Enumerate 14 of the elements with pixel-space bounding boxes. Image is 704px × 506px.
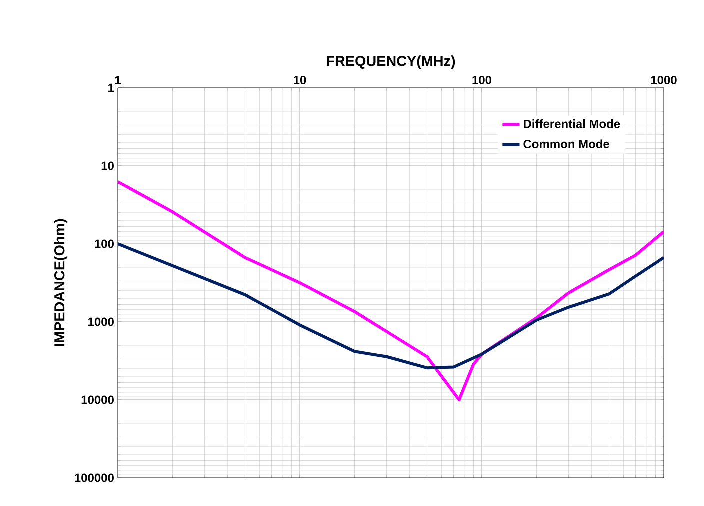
x-tick-label: 1 [115, 76, 121, 84]
x-tick-label: 100 [472, 76, 492, 84]
y-tick-label: 100000 [75, 474, 114, 482]
legend-label: Common Mode [524, 140, 610, 149]
x-tick-label: 10 [294, 76, 306, 84]
y-tick-label: 1 [108, 84, 114, 92]
legend-label: Differential Mode [524, 120, 620, 128]
y-tick-label: 10 [102, 162, 114, 170]
x-tick-label: 1000 [651, 76, 677, 84]
y-tick-label: 100 [95, 240, 114, 248]
x-axis-title: FREQUENCY(MHz) [327, 56, 456, 70]
y-tick-label: 1000 [88, 318, 114, 326]
y-axis-title: IMPEDANCE(Ohm) [54, 219, 68, 346]
y-tick-label: 10000 [82, 396, 114, 404]
